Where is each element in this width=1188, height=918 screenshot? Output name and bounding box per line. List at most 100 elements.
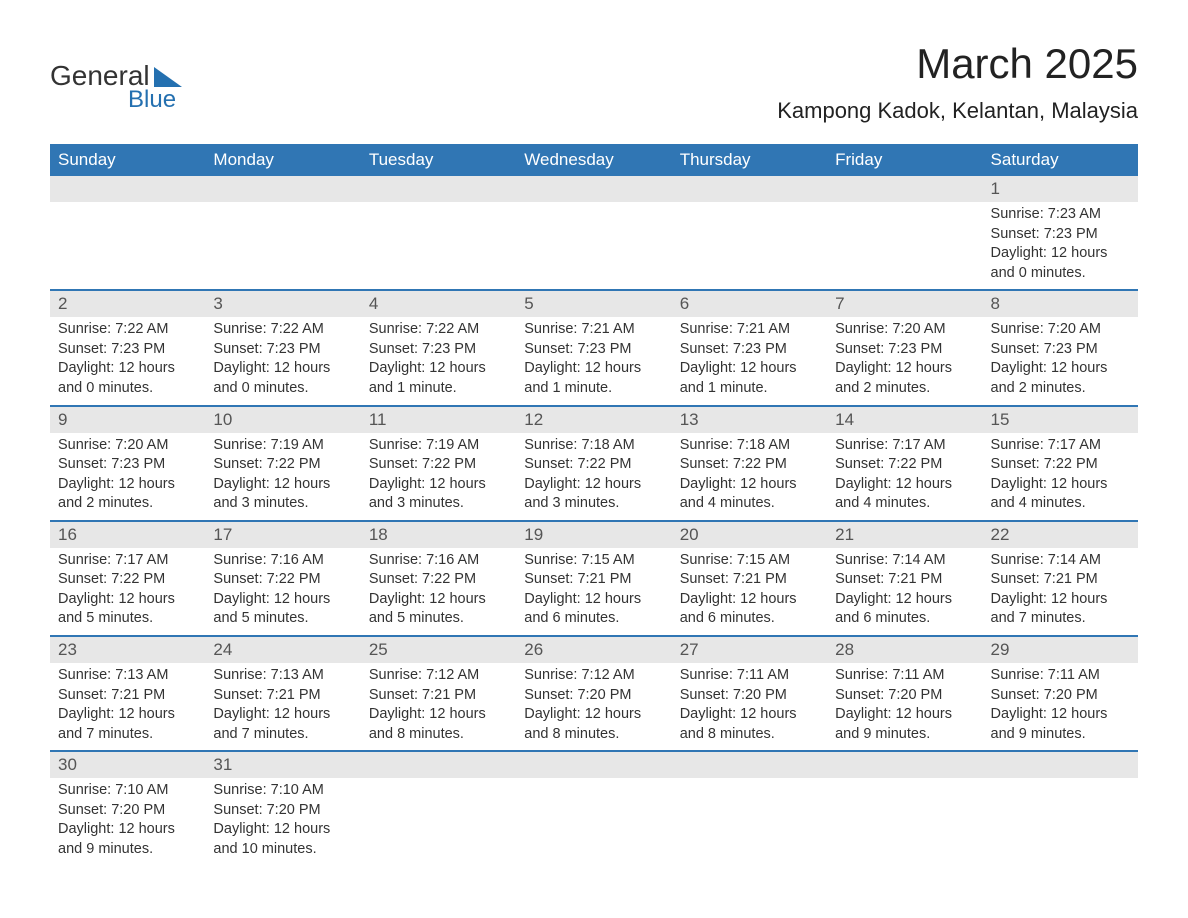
daylight-text-line1: Daylight: 12 hours [369, 475, 508, 495]
calendar-cell: 15Sunrise: 7:17 AMSunset: 7:22 PMDayligh… [983, 406, 1138, 521]
sunrise-text: Sunrise: 7:17 AM [991, 436, 1130, 456]
daylight-text-line1: Daylight: 12 hours [213, 359, 352, 379]
sunrise-text: Sunrise: 7:20 AM [991, 320, 1130, 340]
calendar-week-row: 23Sunrise: 7:13 AMSunset: 7:21 PMDayligh… [50, 636, 1138, 751]
sunrise-text: Sunrise: 7:11 AM [991, 666, 1130, 686]
sunrise-text: Sunrise: 7:20 AM [835, 320, 974, 340]
sunrise-text: Sunrise: 7:16 AM [213, 551, 352, 571]
daylight-text-line2: and 5 minutes. [369, 609, 508, 629]
calendar-cell [827, 751, 982, 865]
day-details: Sunrise: 7:16 AMSunset: 7:22 PMDaylight:… [361, 548, 516, 635]
sunrise-text: Sunrise: 7:22 AM [58, 320, 197, 340]
daylight-text-line1: Daylight: 12 hours [680, 475, 819, 495]
sunset-text: Sunset: 7:21 PM [680, 570, 819, 590]
calendar-cell: 24Sunrise: 7:13 AMSunset: 7:21 PMDayligh… [205, 636, 360, 751]
calendar-cell: 4Sunrise: 7:22 AMSunset: 7:23 PMDaylight… [361, 290, 516, 405]
empty-day-header [205, 176, 360, 202]
day-details: Sunrise: 7:17 AMSunset: 7:22 PMDaylight:… [983, 433, 1138, 520]
day-header: Thursday [672, 144, 827, 176]
sunrise-text: Sunrise: 7:13 AM [213, 666, 352, 686]
daylight-text-line1: Daylight: 12 hours [524, 590, 663, 610]
daylight-text-line2: and 2 minutes. [991, 379, 1130, 399]
sunset-text: Sunset: 7:22 PM [991, 455, 1130, 475]
day-number: 24 [205, 637, 360, 663]
daylight-text-line2: and 8 minutes. [524, 725, 663, 745]
day-details: Sunrise: 7:13 AMSunset: 7:21 PMDaylight:… [50, 663, 205, 750]
daylight-text-line1: Daylight: 12 hours [369, 705, 508, 725]
daylight-text-line2: and 3 minutes. [524, 494, 663, 514]
sunrise-text: Sunrise: 7:11 AM [680, 666, 819, 686]
daylight-text-line2: and 0 minutes. [213, 379, 352, 399]
calendar-cell: 21Sunrise: 7:14 AMSunset: 7:21 PMDayligh… [827, 521, 982, 636]
sunrise-text: Sunrise: 7:23 AM [991, 205, 1130, 225]
sunrise-text: Sunrise: 7:12 AM [369, 666, 508, 686]
calendar-cell: 19Sunrise: 7:15 AMSunset: 7:21 PMDayligh… [516, 521, 671, 636]
day-details: Sunrise: 7:13 AMSunset: 7:21 PMDaylight:… [205, 663, 360, 750]
empty-day-header [361, 752, 516, 778]
calendar-cell: 8Sunrise: 7:20 AMSunset: 7:23 PMDaylight… [983, 290, 1138, 405]
day-details: Sunrise: 7:15 AMSunset: 7:21 PMDaylight:… [672, 548, 827, 635]
day-details: Sunrise: 7:12 AMSunset: 7:20 PMDaylight:… [516, 663, 671, 750]
day-number: 17 [205, 522, 360, 548]
daylight-text-line1: Daylight: 12 hours [58, 475, 197, 495]
day-header: Friday [827, 144, 982, 176]
calendar-cell: 25Sunrise: 7:12 AMSunset: 7:21 PMDayligh… [361, 636, 516, 751]
day-details: Sunrise: 7:22 AMSunset: 7:23 PMDaylight:… [50, 317, 205, 404]
title-block: March 2025 Kampong Kadok, Kelantan, Mala… [777, 40, 1138, 124]
calendar-cell [361, 176, 516, 290]
day-number: 20 [672, 522, 827, 548]
daylight-text-line1: Daylight: 12 hours [835, 475, 974, 495]
day-number: 13 [672, 407, 827, 433]
daylight-text-line1: Daylight: 12 hours [213, 820, 352, 840]
sunset-text: Sunset: 7:21 PM [369, 686, 508, 706]
day-number: 14 [827, 407, 982, 433]
daylight-text-line1: Daylight: 12 hours [58, 359, 197, 379]
day-number: 16 [50, 522, 205, 548]
calendar-cell [516, 751, 671, 865]
sunset-text: Sunset: 7:20 PM [991, 686, 1130, 706]
daylight-text-line2: and 6 minutes. [680, 609, 819, 629]
calendar-cell: 23Sunrise: 7:13 AMSunset: 7:21 PMDayligh… [50, 636, 205, 751]
day-number: 30 [50, 752, 205, 778]
calendar-cell: 3Sunrise: 7:22 AMSunset: 7:23 PMDaylight… [205, 290, 360, 405]
calendar-cell: 1Sunrise: 7:23 AMSunset: 7:23 PMDaylight… [983, 176, 1138, 290]
sunrise-text: Sunrise: 7:21 AM [524, 320, 663, 340]
day-number: 8 [983, 291, 1138, 317]
sunrise-text: Sunrise: 7:14 AM [991, 551, 1130, 571]
daylight-text-line1: Daylight: 12 hours [835, 705, 974, 725]
day-details: Sunrise: 7:17 AMSunset: 7:22 PMDaylight:… [827, 433, 982, 520]
calendar-cell [50, 176, 205, 290]
sunset-text: Sunset: 7:20 PM [213, 801, 352, 821]
daylight-text-line1: Daylight: 12 hours [524, 705, 663, 725]
calendar-cell: 9Sunrise: 7:20 AMSunset: 7:23 PMDaylight… [50, 406, 205, 521]
empty-day-header [516, 176, 671, 202]
day-number: 4 [361, 291, 516, 317]
sunrise-text: Sunrise: 7:10 AM [213, 781, 352, 801]
daylight-text-line2: and 6 minutes. [524, 609, 663, 629]
logo-triangle-icon [154, 67, 182, 87]
day-number: 15 [983, 407, 1138, 433]
sunset-text: Sunset: 7:23 PM [524, 340, 663, 360]
calendar-cell: 10Sunrise: 7:19 AMSunset: 7:22 PMDayligh… [205, 406, 360, 521]
sunset-text: Sunset: 7:23 PM [58, 455, 197, 475]
daylight-text-line2: and 4 minutes. [991, 494, 1130, 514]
calendar-cell: 18Sunrise: 7:16 AMSunset: 7:22 PMDayligh… [361, 521, 516, 636]
sunrise-text: Sunrise: 7:11 AM [835, 666, 974, 686]
day-details: Sunrise: 7:17 AMSunset: 7:22 PMDaylight:… [50, 548, 205, 635]
empty-day-body [516, 202, 671, 272]
sunrise-text: Sunrise: 7:21 AM [680, 320, 819, 340]
day-details: Sunrise: 7:18 AMSunset: 7:22 PMDaylight:… [672, 433, 827, 520]
daylight-text-line1: Daylight: 12 hours [524, 359, 663, 379]
daylight-text-line2: and 10 minutes. [213, 840, 352, 860]
calendar-week-row: 30 Sunrise: 7:10 AMSunset: 7:20 PMDayligh… [50, 751, 1138, 865]
day-number: 12 [516, 407, 671, 433]
day-details: Sunrise: 7:11 AMSunset: 7:20 PMDaylight:… [983, 663, 1138, 750]
logo: General Blue [50, 60, 182, 114]
calendar-cell: 26Sunrise: 7:12 AMSunset: 7:20 PMDayligh… [516, 636, 671, 751]
calendar-cell: 7Sunrise: 7:20 AMSunset: 7:23 PMDaylight… [827, 290, 982, 405]
calendar-cell [361, 751, 516, 865]
sunset-text: Sunset: 7:21 PM [213, 686, 352, 706]
day-number: 10 [205, 407, 360, 433]
daylight-text-line2: and 8 minutes. [369, 725, 508, 745]
daylight-text-line2: and 5 minutes. [213, 609, 352, 629]
